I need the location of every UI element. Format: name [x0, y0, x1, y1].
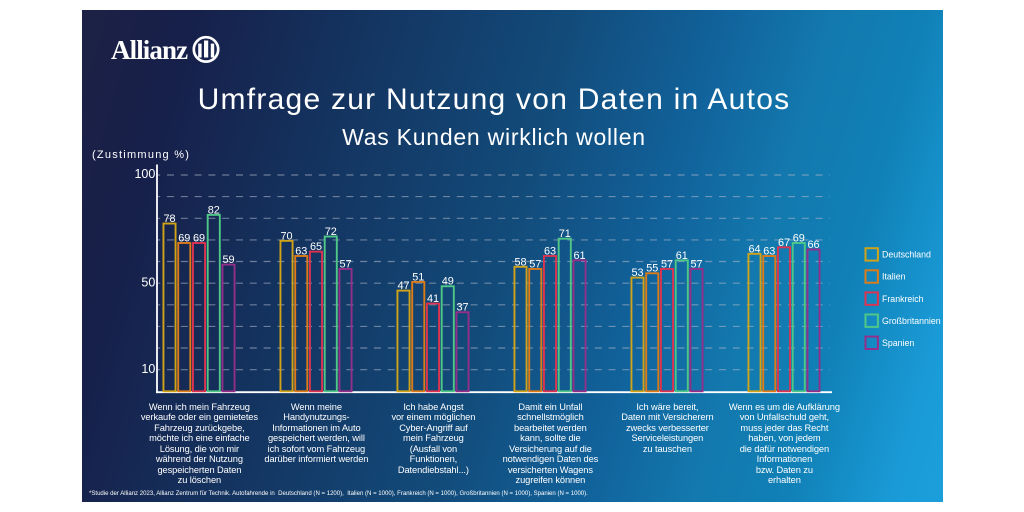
svg-text:100: 100: [134, 167, 155, 181]
svg-text:10: 10: [141, 362, 155, 376]
svg-text:Italien: Italien: [882, 272, 906, 282]
svg-text:61: 61: [573, 250, 585, 262]
svg-text:57: 57: [661, 258, 673, 270]
svg-text:55: 55: [646, 263, 658, 275]
svg-text:37: 37: [456, 302, 468, 314]
svg-text:50: 50: [141, 275, 155, 289]
svg-text:57: 57: [339, 258, 351, 270]
svg-text:Frankreich: Frankreich: [882, 294, 924, 304]
svg-text:71: 71: [559, 228, 571, 240]
svg-text:47: 47: [397, 280, 409, 292]
svg-text:63: 63: [763, 245, 775, 257]
svg-text:Spanien: Spanien: [882, 338, 914, 348]
svg-text:58: 58: [514, 256, 526, 268]
svg-text:67: 67: [778, 237, 790, 249]
svg-text:70: 70: [280, 230, 292, 242]
svg-text:82: 82: [208, 204, 220, 216]
svg-text:59: 59: [222, 254, 234, 266]
svg-text:49: 49: [442, 276, 454, 288]
svg-text:Deutschland: Deutschland: [882, 250, 931, 260]
svg-text:Großbritannien: Großbritannien: [882, 316, 941, 326]
svg-text:41: 41: [427, 293, 439, 305]
svg-text:65: 65: [310, 241, 322, 253]
svg-text:69: 69: [193, 232, 205, 244]
svg-text:72: 72: [325, 226, 337, 238]
svg-text:63: 63: [544, 245, 556, 257]
svg-text:51: 51: [412, 271, 424, 283]
svg-text:61: 61: [676, 250, 688, 262]
svg-text:57: 57: [529, 258, 541, 270]
svg-text:57: 57: [690, 258, 702, 270]
svg-text:78: 78: [163, 213, 175, 225]
svg-text:53: 53: [631, 267, 643, 279]
svg-text:64: 64: [748, 243, 760, 255]
svg-text:69: 69: [178, 232, 190, 244]
svg-text:69: 69: [793, 232, 805, 244]
svg-text:66: 66: [807, 239, 819, 251]
svg-text:63: 63: [295, 245, 307, 257]
